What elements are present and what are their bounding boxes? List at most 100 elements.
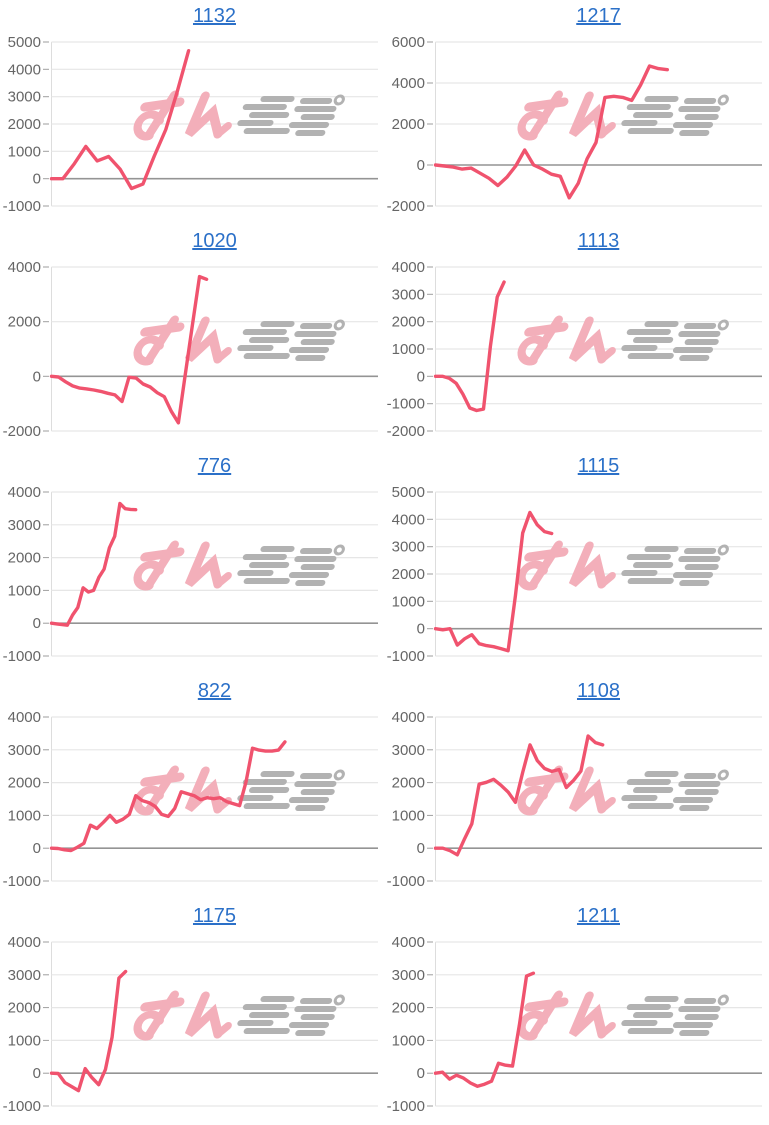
y-tick-label: -1000 [387,648,425,665]
y-tick-label: 0 [417,157,425,174]
y-tick-label: 3000 [392,539,425,556]
y-tick-label: 2000 [392,314,425,331]
data-line [433,510,554,653]
y-tick-label: -1000 [3,198,41,215]
chart-cell: 1113 4000 3000 2000 1000 0 -1000 -2000 [384,225,769,450]
y-tick-label: 1000 [392,341,425,358]
data-line [49,49,191,191]
y-tick-label: 3000 [392,967,425,984]
y-tick-label: 1000 [8,582,41,599]
y-tick-label: 0 [33,840,41,857]
chart-cell: 776 4000 3000 2000 1000 0 -1000 [0,450,384,675]
y-axis: 4000 2000 0 -2000 [3,259,378,440]
line-chart: 6000 4000 2000 0 -2000 [387,34,762,215]
y-tick-label: 2000 [392,566,425,583]
chart-title: 1132 [51,3,378,31]
y-tick-label: 2000 [8,1000,41,1017]
y-tick-label: -1000 [387,396,425,413]
chart-title-link[interactable]: 822 [197,680,232,702]
watermark-logo [517,90,729,141]
chart-title-link[interactable]: 1113 [577,230,620,252]
chart-title: 1217 [435,3,762,31]
y-tick-label: 4000 [392,934,425,951]
y-tick-label: -1000 [387,873,425,890]
y-tick-label: 0 [417,840,425,857]
chart-cell: 822 4000 3000 2000 1000 0 -1000 [0,675,384,900]
watermark-logo [133,990,345,1041]
y-axis: 4000 3000 2000 1000 0 -1000 -2000 [387,259,762,440]
y-tick-label: 3000 [392,742,425,759]
line-chart: 5000 4000 3000 2000 1000 0 -1000 [3,34,378,215]
y-tick-label: -2000 [3,423,41,440]
line-chart: 5000 4000 3000 2000 1000 0 -1000 [387,484,762,665]
line-chart: 4000 3000 2000 1000 0 -1000 [3,934,378,1115]
data-line [433,64,669,200]
chart-title-link[interactable]: 1115 [577,455,620,477]
y-tick-label: 4000 [8,61,41,78]
chart-title: 1175 [51,903,378,931]
y-tick-label: 2000 [392,116,425,133]
line-chart: 4000 3000 2000 1000 0 -1000 -2000 [387,259,762,440]
y-tick-label: 4000 [8,484,41,501]
chart-title: 1108 [435,678,762,706]
chart-title-link[interactable]: 776 [197,455,232,477]
y-tick-label: 0 [417,621,425,638]
y-tick-label: -1000 [387,1098,425,1115]
y-tick-label: 0 [33,368,41,385]
y-tick-label: 2000 [392,1000,425,1017]
data-line [49,969,128,1093]
chart-title-link[interactable]: 1132 [192,5,236,27]
watermark-logo [517,540,729,591]
y-tick-label: 1000 [8,143,41,160]
chart-cell: 1175 4000 3000 2000 1000 0 -1000 [0,900,384,1125]
y-tick-label: 6000 [392,34,425,51]
watermark-logo [517,990,729,1041]
chart-title: 1113 [435,228,762,256]
y-tick-label: -1000 [3,648,41,665]
y-tick-label: 0 [417,1065,425,1082]
y-tick-label: 3000 [8,967,41,984]
y-tick-label: 1000 [8,1032,41,1049]
data-line [433,280,506,413]
chart-title-link[interactable]: 1020 [192,230,237,252]
chart-title: 822 [51,678,378,706]
y-tick-label: 2000 [8,116,41,133]
y-tick-label: 0 [417,368,425,385]
data-line [433,734,605,857]
line-chart: 4000 3000 2000 1000 0 -1000 [387,709,762,890]
watermark-logo [133,315,345,366]
chart-cell: 1020 4000 2000 0 -2000 [0,225,384,450]
y-tick-label: 5000 [392,484,425,501]
y-tick-label: 0 [33,1065,41,1082]
y-tick-label: 3000 [8,742,41,759]
y-tick-label: 1000 [392,1032,425,1049]
chart-title-link[interactable]: 1108 [576,680,620,702]
chart-title: 1115 [435,453,762,481]
y-tick-label: 1000 [392,593,425,610]
y-tick-label: 4000 [8,709,41,726]
y-tick-label: 4000 [392,511,425,528]
y-tick-label: 2000 [8,314,41,331]
chart-title-link[interactable]: 1217 [576,5,621,27]
chart-title: 1211 [435,903,762,931]
y-tick-label: -2000 [387,198,425,215]
y-axis: 6000 4000 2000 0 -2000 [387,34,762,215]
data-line [49,274,209,425]
y-axis: 4000 3000 2000 1000 0 -1000 [387,934,762,1115]
y-tick-label: 1000 [392,807,425,824]
chart-title: 1020 [51,228,378,256]
line-chart: 4000 3000 2000 1000 0 -1000 [387,934,762,1115]
chart-title-link[interactable]: 1211 [576,905,620,927]
y-tick-label: 4000 [392,709,425,726]
y-tick-label: 0 [33,615,41,632]
chart-title: 776 [51,453,378,481]
y-tick-label: 0 [33,171,41,188]
y-tick-label: 1000 [8,807,41,824]
data-line [49,501,138,627]
watermark-logo [517,315,729,366]
line-chart: 4000 3000 2000 1000 0 -1000 [3,709,378,890]
y-tick-label: 5000 [8,34,41,51]
y-tick-label: 4000 [392,75,425,92]
chart-title-link[interactable]: 1175 [192,905,236,927]
